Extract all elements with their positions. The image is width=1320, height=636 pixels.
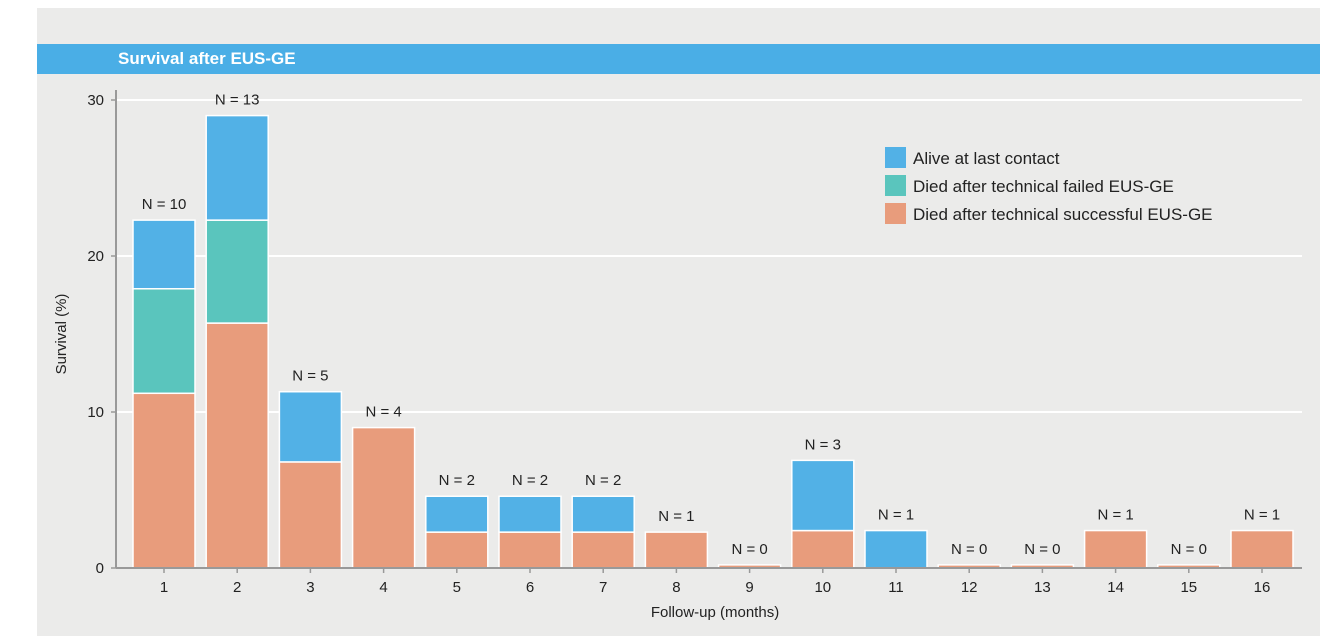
x-tick-label: 4 — [379, 579, 387, 596]
bar-segment-6-s0 — [498, 531, 562, 569]
bar-count-label: N = 3 — [805, 436, 841, 453]
y-tick-label: 0 — [96, 560, 104, 577]
bar-segment-2-s0 — [205, 322, 269, 569]
bar-segment-10-s0 — [791, 529, 855, 569]
chart-title-bar — [37, 44, 1320, 74]
bar-count-label: N = 5 — [292, 368, 328, 385]
bar-segment-2-s1 — [205, 219, 269, 324]
y-tick-label: 30 — [87, 92, 104, 109]
bar-segment-3-s2 — [278, 390, 343, 463]
bar-count-label: N = 0 — [731, 541, 767, 558]
bar-segment-10-s2 — [791, 459, 855, 532]
x-axis-label: Follow-up (months) — [651, 604, 779, 621]
bar-count-label: N = 2 — [585, 472, 621, 489]
bar-segment-7-s0 — [571, 531, 635, 569]
x-tick-label: 3 — [306, 579, 314, 596]
bar-count-label: N = 1 — [878, 507, 914, 524]
chart-title: Survival after EUS-GE — [118, 49, 296, 68]
x-tick-label: 14 — [1107, 579, 1124, 596]
x-tick-label: 12 — [961, 579, 978, 596]
x-tick-label: 16 — [1254, 579, 1271, 596]
bar-segment-5-s0 — [425, 531, 489, 569]
bar-count-label: N = 10 — [142, 196, 187, 213]
bar-segment-3-s0 — [278, 461, 343, 569]
bar-count-label: N = 1 — [658, 508, 694, 525]
bar-segment-1-s2 — [132, 219, 196, 290]
bars — [132, 114, 1294, 569]
bar-count-label: N = 13 — [215, 92, 260, 109]
x-tick-label: 8 — [672, 579, 680, 596]
x-tick-label: 10 — [814, 579, 831, 596]
x-tick-label: 11 — [888, 579, 904, 596]
bar-count-label: N = 2 — [439, 472, 475, 489]
x-tick-label: 1 — [160, 579, 168, 596]
legend-swatch — [885, 203, 906, 224]
legend-swatch — [885, 147, 906, 168]
legend-label: Died after technical failed EUS-GE — [913, 177, 1174, 196]
bar-count-label: N = 2 — [512, 472, 548, 489]
legend-label: Died after technical successful EUS-GE — [913, 205, 1213, 224]
bar-segment-14-s0 — [1083, 529, 1148, 569]
x-tick-label: 6 — [526, 579, 534, 596]
bar-count-label: N = 4 — [365, 404, 401, 421]
bar-segment-6-s2 — [498, 495, 562, 533]
bar-segment-11-s2 — [864, 529, 928, 569]
x-tick-label: 13 — [1034, 579, 1051, 596]
bar-segment-5-s2 — [425, 495, 489, 533]
x-tick-label: 7 — [599, 579, 607, 596]
legend: Alive at last contact Died after technica… — [885, 147, 1213, 224]
bar-segment-7-s2 — [571, 495, 635, 533]
y-axis-label: Survival (%) — [53, 294, 70, 375]
bar-segment-16-s0 — [1230, 529, 1294, 569]
bar-count-label: N = 0 — [1024, 541, 1060, 558]
bar-count-label: N = 0 — [1171, 541, 1207, 558]
bar-count-label: N = 1 — [1097, 507, 1133, 524]
bar-labels: N = 10 N = 13 N = 5 N = 4 N = 2 N = 2 N = 2 N =… — [142, 92, 1280, 558]
bar-segment-1-s1 — [132, 288, 196, 395]
x-tick-label: 9 — [745, 579, 753, 596]
y-tick-label: 10 — [87, 404, 104, 421]
x-tick-label: 2 — [233, 579, 241, 596]
bar-segment-2-s2 — [205, 114, 269, 221]
bar-count-label: N = 1 — [1244, 507, 1280, 524]
axes — [111, 90, 1302, 573]
x-tick-label: 15 — [1180, 579, 1197, 596]
x-tick-label: 5 — [453, 579, 461, 596]
bar-segment-1-s0 — [132, 392, 196, 569]
legend-swatch — [885, 175, 906, 196]
bar-count-label: N = 0 — [951, 541, 987, 558]
gridlines — [116, 99, 1302, 413]
bar-segment-4-s0 — [351, 426, 416, 569]
legend-label: Alive at last contact — [913, 149, 1060, 168]
bar-segment-8-s0 — [644, 531, 709, 569]
y-tick-label: 20 — [87, 248, 104, 265]
